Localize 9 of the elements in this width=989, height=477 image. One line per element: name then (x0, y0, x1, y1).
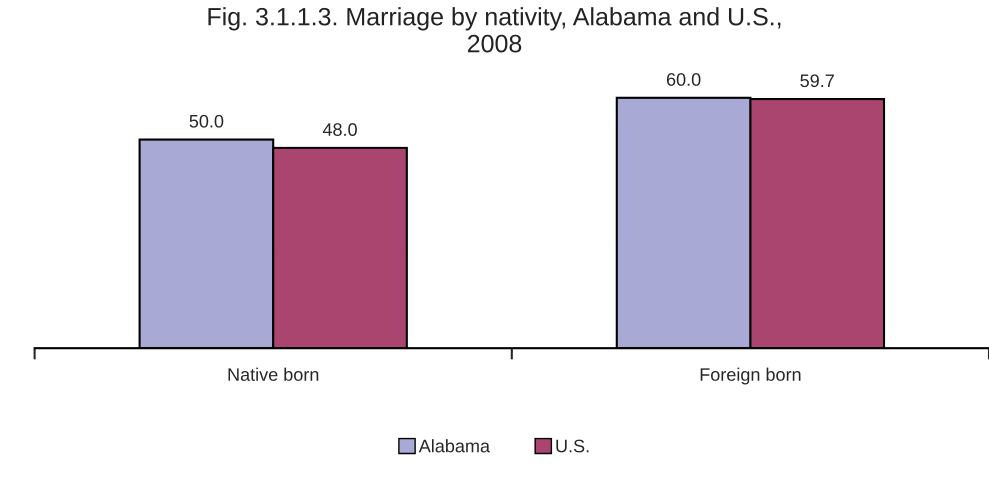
chart-title: Fig. 3.1.1.3. Marriage by nativity, Alabama and U.S., 2008 (208, 7, 780, 52)
x-tick-label: Native born (228, 368, 318, 381)
legend-label: U.S. (556, 440, 588, 452)
data-label: 60.0 (666, 73, 700, 86)
x-tick-label: Foreign born (700, 368, 800, 384)
data-label: 50.0 (190, 114, 224, 128)
data-label: 48.0 (322, 123, 357, 136)
data-label: 59.7 (800, 74, 834, 88)
legend-label: Alabama (418, 439, 490, 452)
